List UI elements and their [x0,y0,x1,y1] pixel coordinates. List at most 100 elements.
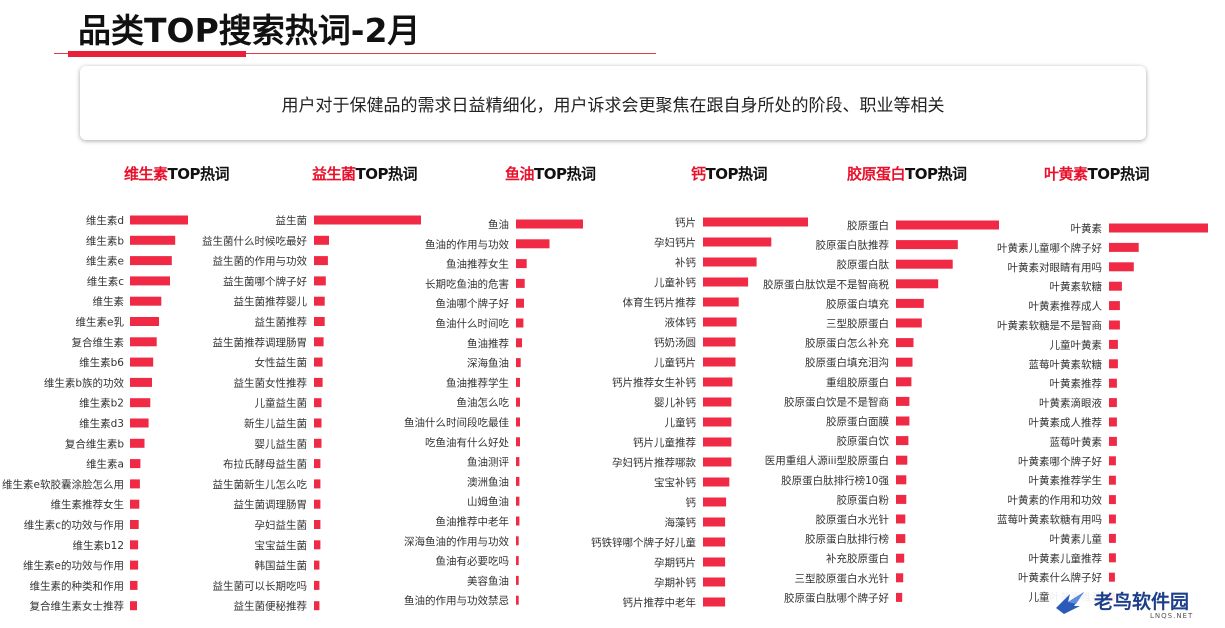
bar [896,240,958,250]
tick-label: 维生素b6 [79,356,124,369]
tick-label: 补钙 [675,256,696,269]
tick-label: 婴儿益生菌 [255,437,308,450]
bar [314,560,320,570]
bar [516,397,520,407]
tick-label: 叶黄素儿童推荐 [1029,552,1103,565]
bar [130,560,139,570]
bar [703,577,726,587]
tick-label: 蓝莓叶黄素 [1050,435,1103,448]
bar [703,257,757,267]
tick-label: 儿童钙 [665,416,697,429]
tick-label: 鱼油推荐中老年 [436,515,510,528]
tick-label: 维生素推荐女生 [51,498,125,511]
bar [1109,262,1134,272]
tick-label: 宝宝益生菌 [255,539,308,552]
panel-title-collagen: 胶原蛋白TOP热词 [847,163,967,184]
tick-label: 补充胶原蛋白 [826,552,889,565]
tick-label: 美容鱼油 [467,574,509,587]
bar [130,357,154,367]
tick-label: 钙奶汤圆 [654,336,696,349]
bar [314,459,321,469]
bar [130,337,157,347]
tick-label: 维生素c的功效与作用 [24,519,124,532]
tick-label: 益生菌便秘推荐 [234,600,308,613]
tick-label: 复合维生素b [65,437,124,450]
tick-label: 叶黄素儿童 [1050,532,1103,545]
tick-label: 钙片推荐中老年 [623,596,697,609]
panel-title-highlight: 维生素 [124,165,168,183]
bar [1109,320,1120,330]
tick-label: 蓝莓叶黄素软糖 [1029,358,1103,371]
tick-label: 叶黄素成人推荐 [1029,416,1103,429]
tick-label: 儿童钙片 [654,356,696,369]
bar [130,580,138,590]
tick-label: 钙 [686,496,697,509]
panel-title-highlight: 鱼油 [505,165,535,183]
bar [314,256,328,266]
tick-label: 蓝莓叶黄素软糖有用吗 [997,513,1102,526]
panel-title-vitamin: 维生素TOP热词 [124,163,230,184]
bar [703,457,732,467]
bar [896,494,907,504]
tick-label: 益生菌女性推荐 [234,376,308,389]
bar [703,477,730,487]
tick-label: 胶原蛋白饮是不是智商 [784,395,889,408]
tick-label: 海藻钙 [665,516,697,529]
bar [703,497,727,507]
bar [896,514,906,524]
bar [703,437,732,447]
bar [130,418,149,428]
bar [1109,242,1139,252]
tick-label: 胶原蛋白填充泪沟 [805,356,889,369]
tick-label: 长期吃鱼油的危害 [425,277,509,290]
bar [896,534,906,544]
tick-label: 维生素d [86,214,124,227]
tick-label: 鱼油的作用与功效 [425,238,509,251]
bar [516,556,519,566]
watermark: 老鸟软件园 LNQS.NET [1050,584,1220,624]
tick-label: 深海鱼油的作用与功效 [404,535,509,548]
bar [516,417,520,427]
bar [703,297,739,307]
bar [516,338,522,348]
tick-label: 胶原蛋白肽推荐 [816,239,890,252]
page-title: 品类TOP搜索热词-2月 [78,11,421,50]
bar [703,557,726,567]
bar [703,237,772,247]
panel-title-lutein: 叶黄素TOP热词 [1044,163,1150,184]
panel-title-rest: TOP热词 [534,165,596,183]
bar [130,499,140,509]
bar [1109,514,1116,524]
bar [314,520,321,529]
panel-title-rest: TOP热词 [167,165,230,183]
bar [516,536,519,546]
tick-label: 叶黄素滴眼液 [1039,397,1102,410]
bar [516,496,520,506]
tick-label: 益生菌推荐 [255,316,308,329]
tick-label: 维生素b2 [79,397,124,410]
tick-label: 布拉氏酵母益生菌 [223,458,307,471]
bar [896,338,914,348]
tick-label: 鱼油什么时间段吃最佳 [404,416,509,429]
bar [314,601,320,611]
panel-title-calcium: 钙TOP热词 [691,163,768,184]
tick-label: 重组胶原蛋白 [826,376,889,389]
bar [130,540,139,550]
tick-label: 胶原蛋白 [847,219,889,232]
tick-label: 儿童叶黄素 [1050,338,1103,351]
panel-title-rest: TOP热词 [705,165,768,183]
tick-label: 孕妇益生菌 [255,519,308,532]
bar [896,377,912,387]
bar [516,259,527,269]
bar [703,277,749,287]
tick-label: 儿童益生菌 [255,397,308,410]
tick-label: 胶原蛋白肽排行榜 [805,533,889,546]
tick-label: 鱼油有必要吃吗 [436,555,510,568]
tick-label: 维生素e软胶囊涂脸怎么用 [2,478,124,491]
tick-label: 鱼油测评 [467,456,509,469]
tick-label: 维生素e [86,255,124,268]
bar [896,455,908,465]
bar [896,475,907,485]
bar [130,459,141,469]
bar [1109,301,1120,311]
